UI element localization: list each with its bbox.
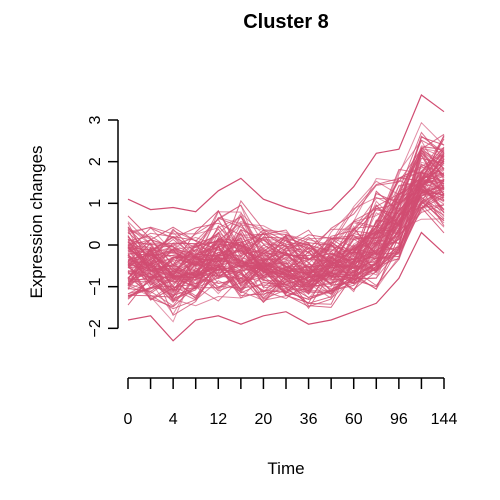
x-tick-label: 20 bbox=[255, 411, 273, 428]
series-lines bbox=[127, 94, 445, 342]
x-tick-label: 36 bbox=[300, 411, 318, 428]
series-line bbox=[127, 204, 445, 317]
x-tick-label: 4 bbox=[169, 411, 178, 428]
series-line bbox=[127, 152, 445, 280]
series-line bbox=[127, 186, 445, 286]
series-line bbox=[127, 169, 445, 280]
series-line bbox=[127, 152, 445, 271]
x-tick-label: 96 bbox=[390, 411, 408, 428]
y-tick-label: −1 bbox=[87, 277, 104, 295]
y-tick-label: 1 bbox=[87, 199, 104, 208]
series-line bbox=[127, 172, 445, 291]
chart-title: Cluster 8 bbox=[243, 11, 329, 33]
y-axis: −2 −1 0 1 2 3 bbox=[87, 115, 119, 337]
series-line bbox=[127, 121, 445, 260]
series-line bbox=[127, 196, 445, 292]
series-line bbox=[127, 146, 445, 268]
series-line bbox=[127, 138, 445, 267]
x-tick-label: 144 bbox=[431, 411, 458, 428]
upper-envelope-line bbox=[127, 94, 445, 215]
series-line bbox=[127, 139, 445, 272]
y-tick-label: 3 bbox=[87, 115, 104, 124]
y-tick-label: 0 bbox=[87, 240, 104, 249]
x-tick-label: 0 bbox=[124, 411, 133, 428]
y-tick-label: 2 bbox=[87, 157, 104, 166]
series-line bbox=[127, 183, 445, 300]
series-line bbox=[127, 204, 445, 303]
series-line bbox=[127, 147, 445, 263]
x-tick-label: 12 bbox=[209, 411, 227, 428]
series-line bbox=[127, 153, 445, 273]
y-tick-label: −2 bbox=[87, 319, 104, 337]
series-line bbox=[127, 149, 445, 279]
series-line bbox=[127, 157, 445, 273]
lower-envelope-line bbox=[127, 231, 445, 342]
y-axis-label: Expression changes bbox=[27, 145, 46, 298]
x-axis: 0 4 12 20 36 60 96 144 bbox=[124, 377, 458, 428]
series-line bbox=[127, 186, 445, 302]
x-tick-label: 60 bbox=[345, 411, 363, 428]
series-line bbox=[127, 168, 445, 278]
series-line bbox=[127, 178, 445, 297]
x-axis-label: Time bbox=[267, 459, 304, 478]
